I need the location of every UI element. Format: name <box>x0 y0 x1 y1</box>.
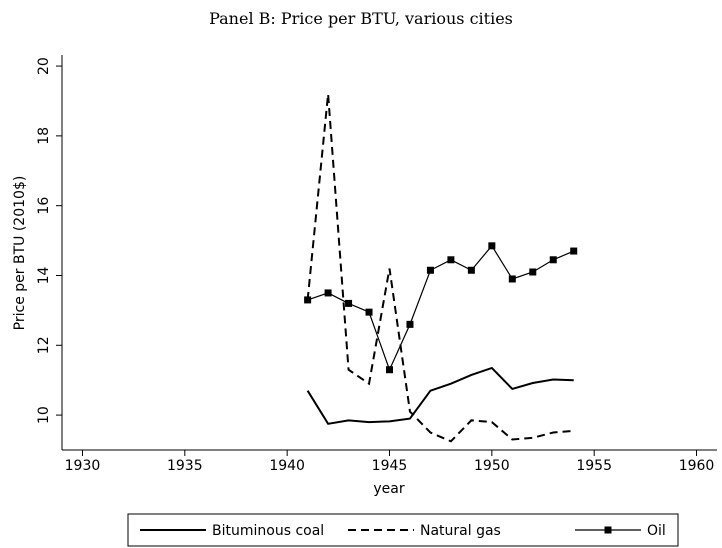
x-tick-label: 1955 <box>576 458 612 474</box>
marker <box>488 242 496 250</box>
marker <box>324 289 332 297</box>
x-tick-label: 1935 <box>167 458 203 474</box>
marker <box>426 266 434 274</box>
x-tick-label: 1930 <box>65 458 101 474</box>
y-tick-label: 20 <box>36 57 52 75</box>
marker <box>345 299 353 307</box>
legend-marker <box>604 526 612 534</box>
legend-label: Bituminous coal <box>212 523 324 539</box>
chart-title: Panel B: Price per BTU, various cities <box>209 9 513 28</box>
y-axis-label: Price per BTU (2010$) <box>12 176 28 331</box>
marker <box>304 296 312 304</box>
marker <box>386 366 393 374</box>
marker <box>529 268 537 276</box>
x-axis-label: year <box>373 481 404 497</box>
y-tick-label: 12 <box>36 336 52 354</box>
y-tick-label: 16 <box>36 197 52 215</box>
x-tick-label: 1960 <box>679 458 715 474</box>
marker <box>508 275 516 283</box>
y-tick-label: 18 <box>36 127 52 145</box>
marker <box>467 266 475 274</box>
series-line <box>306 366 574 425</box>
x-tick-label: 1945 <box>372 458 408 474</box>
marker <box>570 247 578 255</box>
marker <box>365 308 373 316</box>
x-tick-label: 1940 <box>269 458 305 474</box>
legend-label: Oil <box>647 523 666 539</box>
y-tick-label: 14 <box>36 266 52 284</box>
y-tick-label: 10 <box>36 406 52 424</box>
x-tick-label: 1950 <box>474 458 510 474</box>
legend-label: Natural gas <box>420 523 501 539</box>
marker <box>406 320 414 328</box>
marker <box>549 256 557 264</box>
series-line <box>307 244 574 372</box>
marker <box>447 256 455 264</box>
series-line <box>306 93 574 443</box>
